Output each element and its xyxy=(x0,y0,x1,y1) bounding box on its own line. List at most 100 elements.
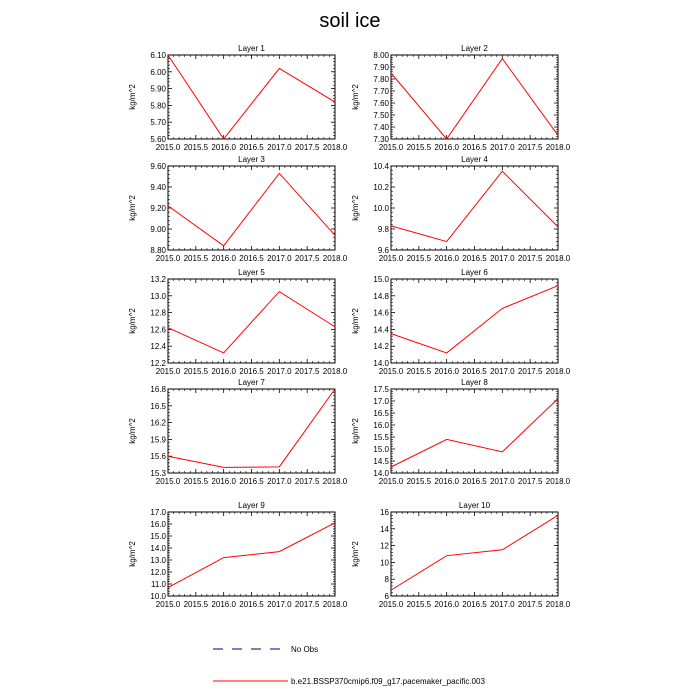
y-tick-label: 6.10 xyxy=(150,51,166,60)
series-line xyxy=(167,388,336,468)
x-tick-label: 2017.5 xyxy=(518,367,543,376)
x-tick-label: 2015.5 xyxy=(184,254,209,263)
x-tick-label: 2016.5 xyxy=(462,254,487,263)
x-tick-label: 2015.0 xyxy=(379,477,404,486)
x-tick-label: 2015.0 xyxy=(379,600,404,609)
y-tick-label: 14.0 xyxy=(373,359,389,368)
x-tick-label: 2017.0 xyxy=(490,600,515,609)
x-tick-label: 2017.0 xyxy=(267,367,292,376)
plot-frame xyxy=(167,511,336,597)
y-axis-label: kg/m^2 xyxy=(128,195,137,221)
series-line xyxy=(390,514,559,591)
x-tick-label: 2017.5 xyxy=(295,600,320,609)
series-line xyxy=(167,522,336,589)
x-tick-label: 2015.0 xyxy=(156,600,181,609)
x-tick-label: 2015.0 xyxy=(156,477,181,486)
y-tick-label: 7.90 xyxy=(373,63,389,72)
x-tick-label: 2016.5 xyxy=(239,600,264,609)
x-tick-label: 2016.0 xyxy=(434,143,459,152)
panel-title: Layer 10 xyxy=(459,501,491,510)
x-tick-label: 2018.0 xyxy=(323,367,348,376)
y-tick-label: 16.5 xyxy=(150,402,166,411)
x-tick-label: 2017.5 xyxy=(518,143,543,152)
y-tick-label: 7.40 xyxy=(373,123,389,132)
y-tick-label: 6 xyxy=(385,592,390,601)
y-tick-label: 9.8 xyxy=(378,225,390,234)
x-tick-label: 2016.5 xyxy=(239,254,264,263)
y-tick-label: 17.0 xyxy=(150,508,166,517)
y-tick-label: 9.00 xyxy=(150,225,166,234)
figure-title: soil ice xyxy=(319,10,381,32)
y-tick-label: 15.0 xyxy=(150,532,166,541)
x-tick-label: 2016.0 xyxy=(434,254,459,263)
plot-frame xyxy=(390,388,559,474)
x-tick-label: 2015.5 xyxy=(184,367,209,376)
x-tick-label: 2015.0 xyxy=(379,254,404,263)
x-tick-label: 2017.0 xyxy=(490,143,515,152)
x-tick-label: 2018.0 xyxy=(323,254,348,263)
y-tick-label: 15.0 xyxy=(373,445,389,454)
x-tick-label: 2018.0 xyxy=(546,600,571,609)
x-tick-label: 2017.0 xyxy=(267,254,292,263)
y-tick-label: 12.6 xyxy=(150,325,166,334)
plot-frame xyxy=(390,165,559,251)
x-tick-label: 2016.0 xyxy=(434,477,459,486)
y-tick-label: 9.40 xyxy=(150,183,166,192)
x-tick-label: 2016.0 xyxy=(434,367,459,376)
y-tick-label: 15.9 xyxy=(150,435,166,444)
panel-title: Layer 7 xyxy=(238,378,265,387)
y-tick-label: 17.0 xyxy=(373,397,389,406)
x-tick-label: 2017.5 xyxy=(295,367,320,376)
panel-7: Layer 7 kg/m^2 15.3 15.6 15.9 16.2 16.5 16.8 201… xyxy=(128,378,348,486)
x-tick-label: 2015.5 xyxy=(184,143,209,152)
y-tick-label: 9.6 xyxy=(378,246,390,255)
x-tick-label: 2017.5 xyxy=(295,143,320,152)
x-tick-label: 2017.0 xyxy=(490,254,515,263)
y-tick-label: 7.50 xyxy=(373,111,389,120)
plot-frame xyxy=(167,388,336,474)
x-tick-label: 2017.5 xyxy=(518,477,543,486)
y-tick-label: 16 xyxy=(380,508,389,517)
panel-9: Layer 9 kg/m^2 10.0 11.0 12.0 13.0 14.0 15.0 16.… xyxy=(128,501,348,609)
x-tick-label: 2015.0 xyxy=(156,143,181,152)
x-tick-label: 2017.5 xyxy=(518,254,543,263)
panel-8: Layer 8 kg/m^2 14.0 14.5 15.0 15.5 16.0 16.5 17.… xyxy=(351,378,571,486)
panel-title: Layer 4 xyxy=(461,155,488,164)
x-tick-label: 2016.5 xyxy=(462,477,487,486)
x-tick-label: 2018.0 xyxy=(323,477,348,486)
panel-2: Layer 2 kg/m^2 7.30 7.40 7.50 7.60 7.70 7.80 7.9… xyxy=(351,44,571,152)
y-tick-label: 5.90 xyxy=(150,85,166,94)
x-tick-label: 2016.5 xyxy=(239,143,264,152)
y-axis-label: kg/m^2 xyxy=(351,308,360,334)
y-axis-label: kg/m^2 xyxy=(128,418,137,444)
x-tick-label: 2015.5 xyxy=(407,600,432,609)
x-tick-label: 2016.0 xyxy=(211,600,236,609)
y-tick-label: 14.0 xyxy=(373,469,389,478)
y-tick-label: 14.6 xyxy=(373,309,389,318)
y-axis-label: kg/m^2 xyxy=(128,541,137,567)
y-tick-label: 12 xyxy=(380,542,389,551)
series-line xyxy=(167,172,336,247)
x-tick-label: 2015.0 xyxy=(156,254,181,263)
y-tick-label: 10.4 xyxy=(373,162,389,171)
x-tick-label: 2015.5 xyxy=(407,254,432,263)
x-tick-label: 2018.0 xyxy=(323,600,348,609)
x-tick-label: 2016.5 xyxy=(239,477,264,486)
x-tick-label: 2018.0 xyxy=(546,143,571,152)
x-tick-label: 2017.5 xyxy=(518,600,543,609)
y-tick-label: 17.5 xyxy=(373,385,389,394)
series-line xyxy=(390,398,559,468)
y-tick-label: 10 xyxy=(380,558,389,567)
x-tick-label: 2017.0 xyxy=(267,600,292,609)
x-tick-label: 2017.5 xyxy=(295,254,320,263)
y-tick-label: 8.00 xyxy=(373,51,389,60)
panel-title: Layer 2 xyxy=(461,44,488,53)
y-axis-label: kg/m^2 xyxy=(351,418,360,444)
plot-frame xyxy=(167,278,336,364)
y-tick-label: 10.0 xyxy=(373,204,389,213)
y-tick-label: 12.0 xyxy=(150,568,166,577)
